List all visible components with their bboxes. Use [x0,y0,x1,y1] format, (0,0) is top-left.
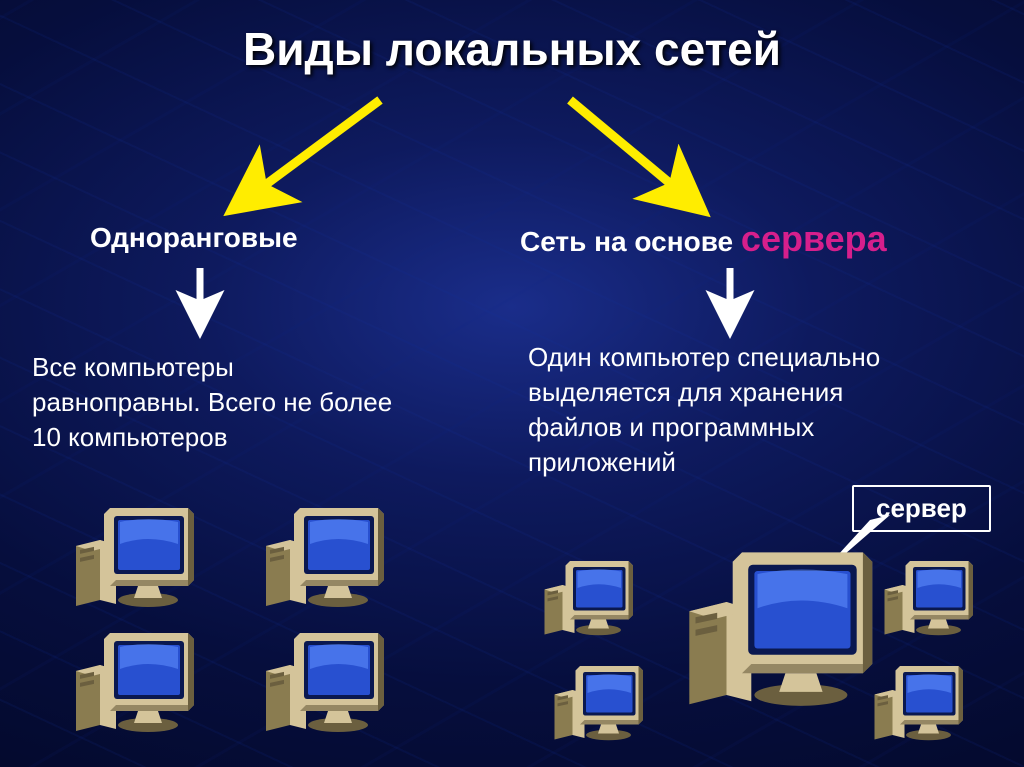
right-heading-highlight: сервера [741,218,887,259]
left-heading: Одноранговые [90,222,298,254]
right-heading: Сеть на основе сервера [520,218,887,260]
left-description: Все компьютерыравноправны. Всего не боле… [32,350,472,455]
right-heading-prefix: Сеть на основе [520,226,741,257]
client-computer-1 [550,660,648,748]
slide-content: Виды локальных сетей Одноранговые Сеть н… [0,0,1024,767]
server-callout: сервер [852,485,991,532]
client-computer-0 [540,555,638,643]
left-computer-1 [260,500,390,615]
client-computer-3 [870,660,968,748]
slide-title: Виды локальных сетей [0,0,1024,76]
client-computer-2 [880,555,978,643]
left-computer-0 [70,500,200,615]
left-computer-3 [260,625,390,740]
right-description: Один компьютер специальновыделяется для … [528,340,958,480]
left-computer-2 [70,625,200,740]
server-computer [680,540,882,716]
